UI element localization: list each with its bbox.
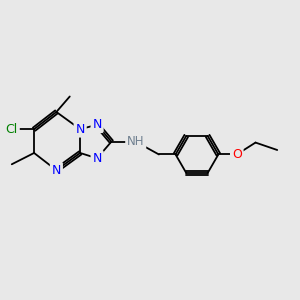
Text: N: N	[92, 152, 102, 165]
Text: NH: NH	[127, 135, 145, 148]
Text: N: N	[76, 123, 85, 136]
Text: N: N	[52, 164, 61, 177]
Text: O: O	[232, 148, 242, 161]
Text: N: N	[92, 118, 102, 131]
Text: Cl: Cl	[6, 123, 18, 136]
